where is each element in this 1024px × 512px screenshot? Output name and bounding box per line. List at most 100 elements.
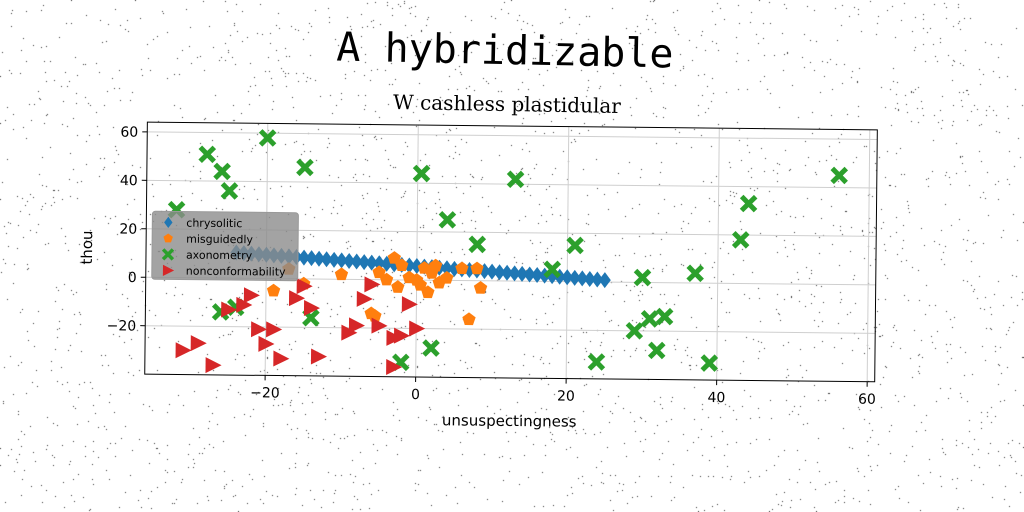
nonconformability-point [273, 350, 290, 367]
legend-item-misguidedly: misguidedly [163, 233, 254, 247]
x-marker-stroke [468, 235, 487, 254]
axonometry-point [296, 158, 314, 177]
nonconformability-point [303, 299, 320, 316]
chrysolitic-point [440, 260, 453, 277]
nonconformability-point [258, 335, 275, 352]
plot-area: −20 0 20 40 60 −20 0 20 40 60 unsuspectingness th… [78, 121, 878, 431]
chrysolitic-point [591, 271, 604, 288]
chrysolitic-point [305, 250, 318, 267]
nonconformability-point [288, 290, 306, 307]
axonometry-point [731, 231, 750, 249]
x-marker-stroke [700, 354, 719, 372]
nonconformability-point [251, 321, 268, 338]
chrysolitic-point [553, 268, 566, 285]
x-marker-stroke [739, 194, 758, 213]
nonconformability-point [243, 287, 260, 304]
x-marker-stroke [830, 166, 849, 185]
axonometry-point [468, 235, 487, 254]
axonometry-point [258, 129, 277, 147]
axonometry-point [633, 268, 652, 287]
chrysolitic-point [350, 253, 363, 270]
chrysolitic-point [478, 263, 491, 280]
legend: chrysolitic misguidedly axonometry nonconfo… [151, 210, 299, 282]
misguidedly-point [462, 312, 476, 326]
legend-marker-axonometry [161, 248, 175, 261]
y-tick-label: 40 [120, 173, 138, 189]
axonometry-point [412, 164, 431, 183]
misguidedly-point [429, 258, 443, 272]
nonconformability-point [364, 276, 381, 293]
misguidedly-point [421, 285, 435, 299]
x-gridline [866, 129, 871, 382]
plot-frame [144, 121, 878, 383]
x-tick-label: 0 [411, 387, 420, 403]
nonconformability-point [236, 296, 253, 313]
nonconformability-point [190, 335, 207, 352]
misguidedly-point [387, 251, 401, 264]
y-tick-label: 20 [119, 222, 137, 238]
chrysolitic-point [576, 270, 589, 287]
chrysolitic-point [328, 251, 341, 268]
x-marker-stroke [543, 260, 562, 279]
x-marker-stroke [213, 162, 231, 181]
axonometry-point [506, 170, 525, 189]
x-gridline [716, 128, 720, 381]
chrysolitic-point [343, 252, 356, 269]
x-marker-stroke [161, 248, 175, 261]
nonconformability-point [348, 317, 365, 334]
x-marker-stroke [302, 309, 320, 327]
x-marker-stroke [633, 268, 652, 287]
chrysolitic-point [358, 254, 371, 271]
y-axis-label: thou [78, 230, 96, 264]
axonometry-point [655, 307, 674, 326]
chrysolitic-point [365, 254, 378, 271]
x-tick-label: 20 [557, 388, 575, 404]
axonometry-point [640, 310, 659, 328]
legend-label: chrysolitic [186, 217, 242, 231]
misguidedly-point [395, 258, 409, 272]
axonometry-point [220, 182, 239, 200]
axonometry-point [438, 210, 457, 229]
axonometry-point [198, 145, 217, 164]
misguidedly-point [455, 261, 469, 275]
axonometry-point [422, 339, 440, 357]
nonconformability-point [356, 290, 373, 307]
legend-box [151, 210, 299, 282]
x-tick-label: 40 [707, 390, 725, 406]
nonconformability-point [371, 317, 388, 334]
nonconformability-point [393, 327, 411, 344]
nonconformability-point [266, 321, 283, 338]
misguidedly-point [266, 283, 281, 297]
axis-ticks: −20 0 20 40 60 −20 0 20 40 60 [107, 125, 876, 408]
misguidedly-point [379, 272, 394, 286]
misguidedly-point [368, 308, 382, 322]
legend-label: axonometry [186, 249, 253, 263]
series-axonometry [167, 129, 849, 372]
chrysolitic-point [568, 269, 581, 286]
axonometry-point [647, 341, 666, 360]
misguidedly-point [473, 280, 488, 294]
chrysolitic-point [373, 255, 386, 272]
axonometry-point [543, 260, 562, 279]
x-gridline [565, 126, 570, 379]
misguidedly-point [372, 265, 386, 279]
legend-item-axonometry: axonometry [161, 248, 253, 263]
chrysolitic-point [493, 264, 506, 281]
x-marker-stroke [566, 236, 584, 255]
nonconformability-point [221, 301, 238, 318]
nonconformability-point [175, 342, 192, 359]
x-marker-stroke [587, 353, 606, 371]
x-marker-stroke [258, 129, 277, 147]
data-points [167, 129, 849, 375]
x-marker-stroke [220, 182, 239, 200]
x-marker-stroke [506, 170, 525, 189]
x-marker-stroke [655, 307, 674, 326]
axonometry-point [587, 353, 606, 371]
legend-label: misguidedly [186, 233, 253, 247]
legend-marker-misguidedly [163, 233, 173, 243]
chrysolitic-point [531, 267, 544, 284]
nonconformability-point [205, 357, 222, 374]
y-gridline [147, 131, 878, 141]
x-tick-label: 60 [858, 392, 876, 408]
